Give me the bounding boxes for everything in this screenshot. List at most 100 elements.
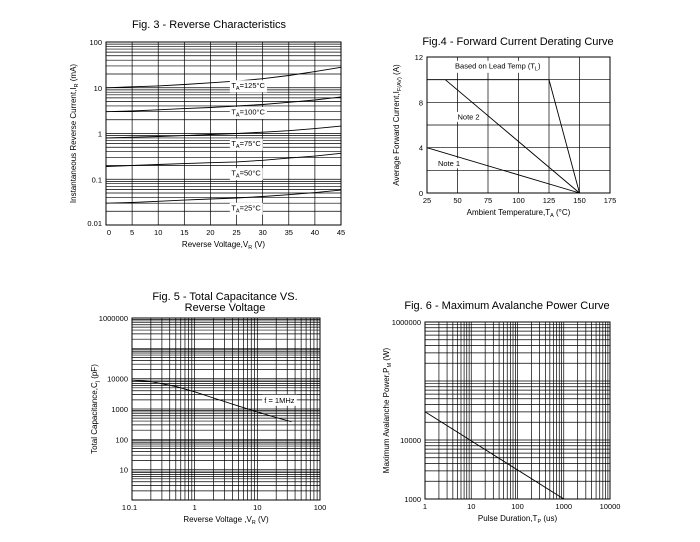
series-group — [424, 411, 565, 500]
x-tick-label: 0 — [107, 228, 111, 237]
series-line — [427, 79, 580, 194]
x-tick-label: 100 — [314, 503, 327, 512]
chart-fig3-reverse-characteristics: Fig. 3 - Reverse Characteristics 0 5 10 15 20… — [69, 19, 345, 251]
series-line — [105, 96, 342, 113]
x-axis-label: Reverse Voltage,VR (V) — [182, 240, 265, 251]
series-label-background — [229, 202, 263, 215]
y-tick-label: 1000000 — [99, 314, 128, 323]
series-label: TA=100°C — [231, 108, 265, 119]
series-label: TA=25°C — [231, 203, 261, 214]
tick-labels: 1 10 100 1000 10000 1000000 10000 1000 — [392, 318, 621, 511]
series-label: Based on Lead Temp (TL) — [455, 61, 541, 72]
series-label: Note 1 — [438, 159, 460, 168]
x-tick-label: 100 — [511, 502, 524, 511]
x-tick-label: 50 — [453, 196, 461, 205]
x-tick-label: 10 — [253, 503, 261, 512]
y-tick-label: 8 — [419, 98, 423, 107]
series-line — [105, 125, 342, 139]
y-tick-label: 10 — [120, 466, 128, 475]
chart-title: Fig.4 - Forward Current Derating Curve — [422, 36, 613, 48]
series-label: Note 2 — [458, 112, 480, 121]
series-line — [105, 152, 342, 167]
x-tick-label: 5 — [130, 228, 134, 237]
tick-labels: 0 5 10 15 20 25 30 35 40 45 100 10 1 0.1 0.01 — [87, 38, 345, 237]
series-label-background — [456, 111, 482, 122]
plot-frame — [424, 321, 611, 500]
series-label-background — [229, 138, 263, 151]
y-tick-label: 1 — [122, 503, 126, 512]
series-line — [424, 411, 565, 500]
series-label-background — [453, 60, 543, 73]
frequency-annotation: f = 1MHz — [264, 396, 294, 405]
x-tick-label: 75 — [484, 196, 492, 205]
x-tick-label: 175 — [604, 196, 617, 205]
plot-frame — [131, 317, 321, 501]
y-tick-label: 4 — [419, 144, 423, 153]
y-tick-label: 1000000 — [392, 318, 421, 327]
y-tick-label: 0 — [419, 189, 423, 198]
x-tick-label: 25 — [232, 228, 240, 237]
x-axis-label: Reverse Voltage ,VR (V) — [183, 515, 269, 526]
y-tick-label: 0.1 — [92, 175, 102, 184]
series-line — [105, 189, 342, 204]
x-tick-label: 35 — [285, 228, 293, 237]
x-tick-label: 45 — [337, 228, 345, 237]
series-line — [426, 147, 580, 194]
series-label: TA=125°C — [231, 81, 265, 92]
x-axis-label: Ambient Temperature,TA (°C) — [467, 208, 571, 219]
grid — [426, 56, 611, 194]
x-tick-label: 10000 — [600, 502, 621, 511]
y-tick-label: 10000 — [400, 436, 421, 445]
y-tick-label: 10 — [94, 84, 102, 93]
x-axis-label: Pulse Duration,TP (us) — [478, 514, 558, 525]
series-line — [105, 66, 342, 89]
chart-title: Fig. 5 - Total Capacitance VS. — [152, 291, 297, 303]
chart-title: Fig. 6 - Maximum Avalanche Power Curve — [404, 300, 609, 312]
chart-fig4-forward-current-derating: Fig.4 - Forward Current Derating Curve 25… — [392, 36, 616, 219]
y-axis-label: Maximum Avalanche Power,PM (W) — [382, 347, 393, 473]
x-tick-label: 15 — [180, 228, 188, 237]
x-tick-label: 40 — [311, 228, 319, 237]
series-group: Based on Lead Temp (TL) Note 2 Note 1 — [426, 60, 580, 194]
series-label: TA=75°C — [231, 139, 261, 150]
chart-fig5-total-capacitance: Fig. 5 - Total Capacitance VS.Reverse Vo… — [90, 291, 326, 526]
series-label-background — [229, 107, 267, 120]
series-label: TA=50°C — [231, 169, 261, 180]
y-tick-label: 1000 — [111, 405, 128, 414]
x-tick-label: 1 — [193, 503, 197, 512]
grid — [424, 321, 611, 500]
x-tick-label: 0.1 — [127, 503, 137, 512]
y-tick-label: 0.01 — [87, 219, 102, 228]
y-tick-label: 10000 — [107, 375, 128, 384]
series-label-background — [229, 80, 267, 93]
series-line — [445, 79, 580, 194]
x-tick-label: 10 — [154, 228, 162, 237]
y-tick-label: 1 — [98, 130, 102, 139]
series-group: TA=125°C TA=100°C TA=75°C TA=50°C TA=25°C — [105, 66, 342, 215]
y-axis-label: Average Forward Current,IF(AV) (A) — [392, 64, 403, 186]
x-tick-label: 150 — [573, 196, 586, 205]
plot-frame — [105, 41, 342, 226]
x-tick-label: 100 — [512, 196, 525, 205]
chart-title-line2: Reverse Voltage — [185, 302, 266, 314]
series-group — [131, 379, 292, 423]
series-label-background — [436, 158, 462, 169]
grid — [105, 41, 342, 226]
chart-title: Fig. 3 - Reverse Characteristics — [132, 19, 287, 31]
x-tick-label: 25 — [423, 196, 431, 205]
series-line — [131, 379, 292, 423]
plot-frame — [426, 56, 611, 194]
x-tick-label: 20 — [206, 228, 214, 237]
y-tick-label: 1000 — [404, 495, 421, 504]
y-tick-label: 100 — [89, 38, 102, 47]
x-tick-label: 125 — [543, 196, 556, 205]
tick-labels: 25 50 75 100 125 150 175 0 4 8 12 — [415, 53, 617, 205]
x-tick-label: 30 — [258, 228, 266, 237]
y-axis-label: Total Capacitance,Cj (pF) — [90, 364, 101, 454]
x-tick-label: 10 — [467, 502, 475, 511]
x-tick-label: 1000 — [555, 502, 572, 511]
y-tick-label: 100 — [115, 435, 128, 444]
y-tick-label: 12 — [415, 53, 423, 62]
